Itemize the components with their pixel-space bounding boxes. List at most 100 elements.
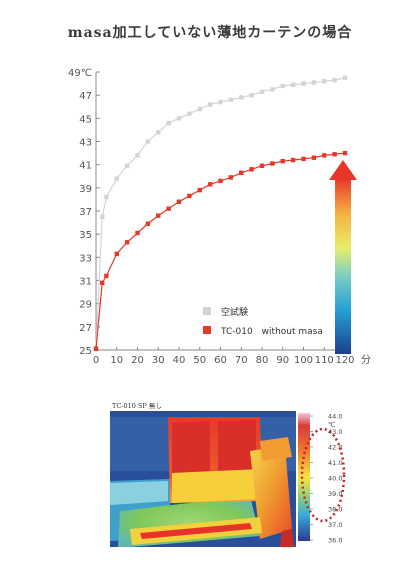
temperature-chart: 25 27 29 31 33 35 37 39 41 43 45 47 49℃ 0 10 20 30 40 50 6…: [68, 68, 371, 366]
x-tick-label: 80: [256, 355, 269, 366]
y-tick-label: 45: [79, 114, 92, 125]
y-tick-label: 33: [79, 253, 92, 264]
highlight-circle: [300, 427, 346, 523]
data-point: [156, 213, 161, 218]
page-title: masa加工していない薄地カーテンの場合: [67, 25, 353, 41]
data-point: [176, 199, 182, 204]
data-point: [332, 152, 337, 157]
scale-label: 42.0: [328, 444, 342, 452]
data-point: [187, 111, 192, 116]
data-point: [249, 92, 254, 98]
x-tick-label: 10: [110, 355, 123, 366]
data-point: [322, 79, 327, 84]
y-tick-label: 47: [79, 91, 92, 102]
scale-label: 39.0: [328, 490, 342, 498]
data-point: [218, 178, 223, 184]
x-tick-label: 120: [335, 355, 354, 366]
data-point: [104, 273, 109, 279]
thermal-image: [110, 411, 296, 547]
x-axis-label: 分: [361, 354, 371, 366]
y-tick-label: 49℃: [68, 68, 92, 79]
data-point: [311, 155, 317, 160]
x-axis-ticks: 0 10 20 30 40 50 60 70 80 90 100 110 120 分: [93, 347, 371, 366]
data-point: [207, 102, 213, 107]
data-point: [135, 153, 140, 158]
data-point: [280, 158, 285, 164]
data-point: [166, 120, 171, 126]
data-point: [259, 89, 265, 94]
data-point: [342, 150, 348, 156]
y-tick-label: 29: [79, 300, 92, 311]
data-point: [311, 80, 317, 85]
y-tick-label: 27: [79, 323, 92, 334]
chart-legend: 空試験 TC-010 without masa: [203, 306, 323, 337]
y-tick-label: 31: [79, 277, 92, 288]
data-point: [301, 156, 306, 162]
y-axis-ticks: 25 27 29 31 33 35 37 39 41 43 45 47 49℃: [68, 68, 100, 357]
data-point: [249, 167, 254, 172]
legend-swatch-1: [203, 307, 211, 315]
x-tick-label: 40: [173, 355, 186, 366]
x-tick-label: 90: [276, 355, 289, 366]
x-tick-label: 50: [193, 355, 206, 366]
data-point: [207, 182, 213, 187]
x-tick-label: 20: [131, 355, 144, 366]
data-point: [290, 82, 296, 87]
data-point: [280, 83, 285, 89]
data-point: [145, 221, 151, 226]
data-point: [187, 193, 192, 199]
y-tick-label: 39: [79, 184, 92, 195]
x-tick-label: 100: [294, 355, 313, 366]
thermal-scale-bar: [298, 413, 310, 541]
scale-label: 37.0: [328, 521, 342, 529]
y-tick-label: 43: [79, 138, 92, 149]
y-tick-label: 25: [79, 346, 92, 357]
x-tick-label: 0: [93, 355, 99, 366]
legend-label-1: 空試験: [221, 306, 248, 318]
data-point: [166, 206, 171, 211]
data-point: [290, 157, 296, 163]
data-point: [228, 175, 234, 180]
data-point: [197, 106, 202, 112]
data-point: [100, 280, 105, 286]
x-tick-label: 110: [315, 355, 334, 366]
data-point: [176, 116, 182, 121]
data-point: [114, 251, 119, 257]
data-point: [239, 170, 244, 175]
data-point: [104, 194, 109, 200]
scale-label: 40.0: [328, 475, 342, 483]
scale-unit: ℃: [328, 421, 335, 429]
data-point: [301, 81, 306, 86]
data-point: [145, 139, 151, 144]
scale-label: 43.0: [328, 428, 342, 436]
heat-arrow-icon: [329, 160, 357, 354]
data-point: [270, 161, 275, 166]
x-tick-label: 30: [152, 355, 165, 366]
data-point: [270, 87, 275, 92]
data-point: [100, 214, 105, 219]
data-point: [332, 77, 337, 83]
data-point: [197, 187, 202, 193]
thermal-color-scale: 44.0 43.0 42.0 41.0 40.0 39.0 38.0 37.0 36.0 ℃: [298, 413, 346, 545]
data-point: [342, 75, 348, 80]
data-point: [228, 97, 234, 102]
chart-series: [93, 75, 348, 352]
y-tick-label: 41: [79, 161, 92, 172]
data-point: [124, 163, 130, 169]
data-point: [114, 176, 119, 181]
data-point: [322, 153, 327, 158]
legend-label-2: TC-010 without masa: [220, 327, 323, 337]
scale-label: 44.0: [328, 413, 342, 421]
data-point: [259, 163, 265, 169]
x-tick-label: 60: [214, 355, 227, 366]
scale-label: 36.0: [328, 537, 342, 545]
data-point: [156, 130, 161, 135]
scale-label: 38.0: [328, 506, 342, 514]
y-tick-label: 35: [79, 230, 92, 241]
y-tick-label: 37: [79, 207, 92, 218]
thermo-caption: TC-010 SP 無し: [112, 402, 162, 410]
data-point: [239, 95, 244, 100]
legend-swatch-2: [203, 326, 211, 334]
data-point: [124, 240, 130, 245]
data-point: [135, 230, 140, 236]
